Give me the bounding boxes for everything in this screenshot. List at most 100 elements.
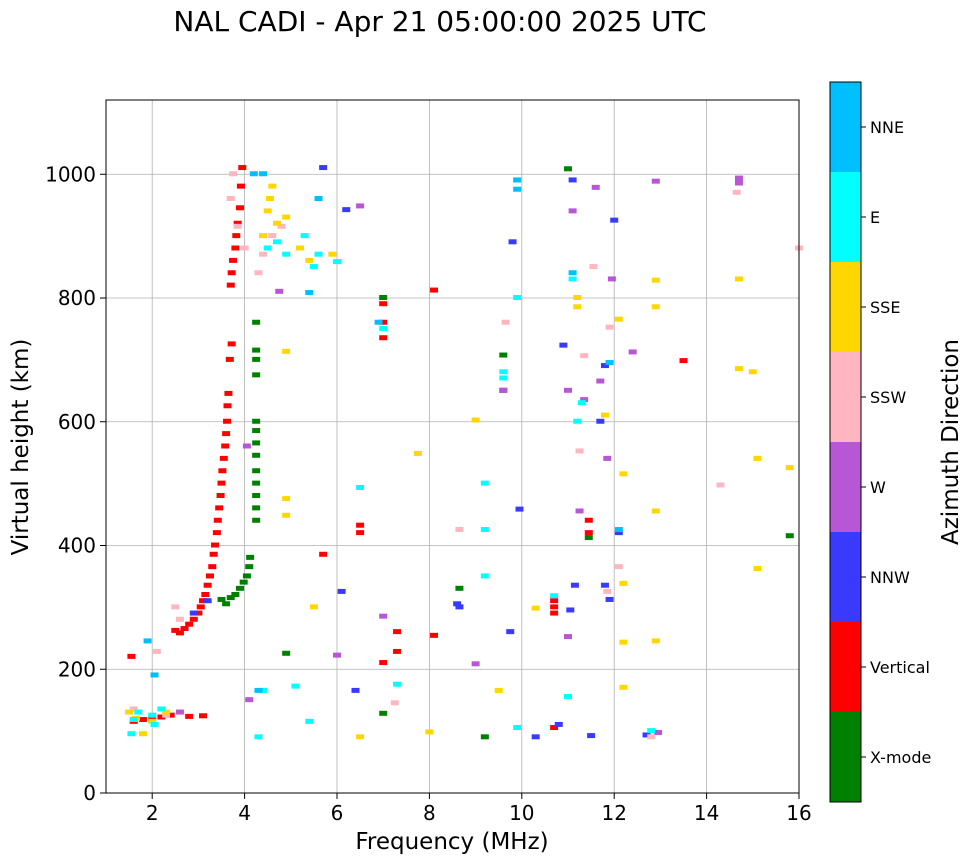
- data-point-nnw: [455, 604, 464, 610]
- data-point-nnw: [189, 610, 198, 616]
- data-point-x-mode: [252, 347, 261, 353]
- data-point-vertical: [222, 431, 231, 437]
- data-point-w: [651, 178, 660, 184]
- data-point-x-mode: [252, 517, 261, 523]
- data-point-sse: [138, 731, 147, 737]
- data-point-vertical: [430, 287, 439, 293]
- data-point-nnw: [342, 207, 351, 213]
- data-point-ssw: [390, 700, 399, 706]
- data-point-x-mode: [242, 573, 251, 579]
- data-point-sse: [263, 208, 272, 214]
- data-point-vertical: [584, 530, 593, 536]
- data-point-sse: [328, 251, 337, 257]
- data-point-sse: [651, 638, 660, 644]
- colorbar-label: SSW: [870, 388, 906, 407]
- x-tick-label: 12: [601, 801, 626, 825]
- data-point-sse: [651, 304, 660, 310]
- data-point-e: [148, 712, 157, 718]
- data-point-sse: [494, 687, 503, 693]
- data-point-sse: [266, 196, 275, 201]
- data-point-sse: [259, 233, 268, 239]
- data-point-e: [291, 683, 300, 689]
- data-point-e: [480, 480, 489, 486]
- data-point-sse: [268, 183, 277, 189]
- data-point-e: [134, 709, 143, 715]
- data-point-vertical: [679, 358, 688, 364]
- data-point-w: [603, 455, 612, 461]
- data-point-ssw: [589, 264, 598, 270]
- data-point-nne: [314, 196, 323, 201]
- data-point-ssw: [603, 588, 612, 594]
- data-point-ssw: [455, 527, 464, 533]
- data-point-x-mode: [222, 601, 231, 607]
- data-point-vertical: [199, 713, 208, 719]
- data-point-vertical: [213, 517, 222, 523]
- data-point-x-mode: [785, 533, 794, 539]
- x-tick-label: 2: [146, 801, 159, 825]
- x-tick-label: 8: [423, 801, 436, 825]
- data-point-vertical: [550, 610, 559, 616]
- data-point-vertical: [584, 517, 593, 523]
- data-point-nne: [249, 171, 258, 177]
- data-point-ssw: [229, 171, 238, 177]
- data-point-nnw: [351, 687, 360, 693]
- data-point-e: [513, 295, 522, 300]
- data-point-vertical: [194, 610, 203, 616]
- plot-area-frame: [105, 99, 800, 794]
- data-point-vertical: [550, 598, 559, 604]
- data-point-nnw: [506, 629, 515, 635]
- data-point-vertical: [356, 522, 365, 528]
- data-point-vertical: [166, 712, 175, 718]
- data-point-w: [471, 661, 480, 667]
- data-point-x-mode: [245, 564, 254, 570]
- data-point-sse: [296, 245, 305, 251]
- data-point-sse: [619, 471, 628, 477]
- data-point-w: [734, 175, 743, 181]
- data-point-vertical: [229, 257, 238, 263]
- data-point-sse: [531, 605, 540, 611]
- colorbar: X-mode Vertical NNW W SSW SSE E NNE: [829, 81, 931, 803]
- data-point-nnw: [596, 418, 605, 424]
- data-point-w: [175, 709, 184, 715]
- data-point-x-mode: [252, 319, 261, 325]
- data-point-e: [499, 369, 508, 375]
- data-point-ssw: [501, 319, 510, 325]
- data-point-vertical: [223, 403, 232, 409]
- data-point-nnw: [570, 582, 579, 588]
- data-point-x-mode: [239, 579, 248, 585]
- data-point-nne: [305, 290, 314, 296]
- data-point-vertical: [201, 592, 210, 597]
- data-point-nnw: [453, 601, 462, 607]
- data-point-w: [356, 203, 365, 209]
- data-point-e: [272, 239, 281, 245]
- data-point-w: [607, 276, 616, 282]
- data-point-vertical: [379, 301, 388, 307]
- data-point-e: [499, 375, 508, 381]
- data-point-ssw: [162, 712, 171, 718]
- data-point-sse: [651, 277, 660, 283]
- data-point-vertical: [235, 205, 244, 211]
- data-point-x-mode: [282, 650, 291, 656]
- data-point-e: [480, 527, 489, 533]
- data-point-vertical: [379, 319, 388, 325]
- data-point-e: [564, 694, 572, 700]
- data-point-vertical: [127, 653, 136, 659]
- colorbar-segment: [830, 622, 861, 712]
- data-point-nnw: [203, 598, 212, 604]
- data-point-w: [275, 288, 284, 294]
- data-point-sse: [573, 295, 582, 300]
- data-point-nnw: [554, 721, 563, 727]
- y-tick-label: 400: [58, 534, 96, 558]
- data-point-e: [157, 706, 166, 712]
- data-point-e: [647, 728, 656, 734]
- data-point-vertical: [393, 629, 402, 635]
- data-point-x-mode: [217, 596, 226, 602]
- data-point-nne: [513, 186, 522, 192]
- data-point-x-mode: [231, 592, 240, 597]
- data-point-ssw: [716, 482, 725, 488]
- data-point-ssw: [268, 233, 277, 239]
- data-point-vertical: [217, 480, 226, 486]
- data-point-vertical: [203, 582, 212, 588]
- colorbar-title: Azimuth Direction: [938, 339, 964, 545]
